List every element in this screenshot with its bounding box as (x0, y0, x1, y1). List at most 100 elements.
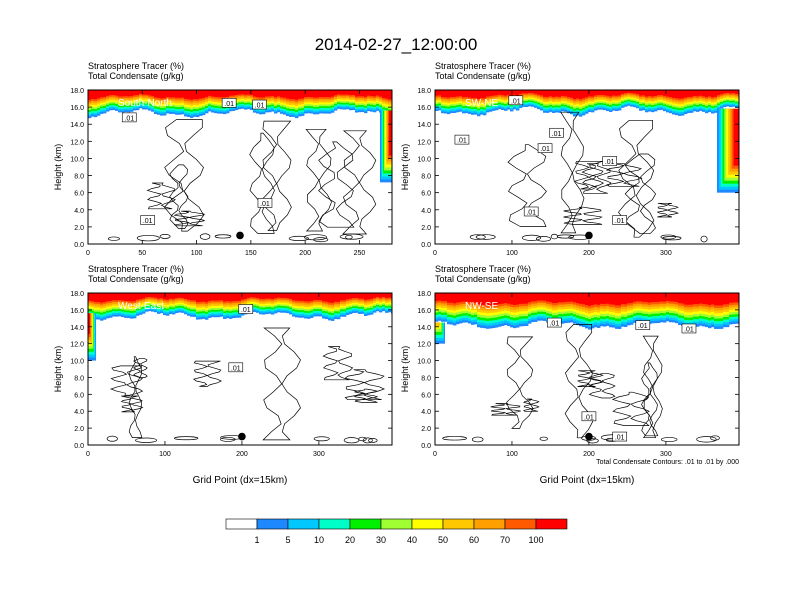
y-tick-label: 4.0 (421, 409, 431, 416)
tracer-cell (271, 293, 275, 299)
contour-label: .01 (605, 159, 615, 166)
tracer-cell (253, 90, 257, 97)
y-tick-label: 2.0 (421, 225, 431, 232)
tracer-cell (627, 90, 631, 93)
tracer-cell (169, 90, 173, 98)
tracer-cell (477, 90, 481, 99)
y-tick-label: 18.0 (70, 291, 84, 298)
contour-line (523, 398, 540, 412)
x-tick-label: 100 (506, 250, 518, 257)
tracer-cell (450, 90, 454, 97)
tracer-cell (552, 293, 556, 304)
tracer-cell (486, 90, 490, 97)
location-marker (238, 432, 246, 441)
tracer-cell (558, 293, 562, 303)
subtitle-condensate: Total Condensate (g/kg) (88, 274, 184, 284)
tracer-cell (660, 90, 664, 96)
tracer-cell (558, 90, 562, 97)
contour-line (174, 436, 199, 441)
y-tick-label: 0.0 (421, 443, 431, 450)
tracer-cell (438, 293, 442, 301)
tracer-cell (729, 90, 733, 94)
colorbar-label: 60 (469, 535, 479, 545)
tracer-cell (280, 90, 284, 98)
contour-line (262, 327, 301, 441)
contour-label-box (508, 95, 524, 106)
colorbar-label: 30 (376, 535, 386, 545)
tracer-cell (157, 90, 161, 98)
tracer-cell (190, 293, 194, 301)
panel-label: West-East (118, 301, 164, 312)
tracer-cell (97, 293, 101, 302)
tracer-cell (235, 293, 239, 301)
tracer-cell (103, 90, 107, 98)
tracer-cell (576, 90, 580, 99)
tracer-cell (708, 293, 712, 305)
y-tick-label: 12.0 (70, 139, 84, 146)
tracer-cell (361, 90, 365, 97)
tracer-cell (289, 293, 293, 299)
tracer-cell (639, 293, 643, 302)
tracer-cell (376, 293, 380, 297)
contour-line (192, 360, 223, 387)
tracer-cell (208, 90, 212, 96)
tracer-cell (178, 293, 182, 298)
tracer-cell (717, 293, 721, 306)
tracer-cell (319, 293, 323, 301)
tracer-cell (385, 293, 389, 298)
contour-label: .01 (224, 101, 234, 108)
tracer-cell (364, 293, 368, 300)
tracer-cell (648, 90, 652, 97)
tracer-cell (483, 90, 487, 99)
tracer-cell (456, 293, 460, 303)
tracer-cell (229, 293, 233, 302)
tracer-cell (268, 293, 272, 299)
tracer-cell (567, 90, 571, 98)
y-tick-label: 2.0 (74, 225, 84, 232)
tracer-cell (435, 293, 439, 302)
y-axis-label: Height (km) (400, 144, 410, 191)
panels-group: Stratosphere Tracer (%)Total Condensate … (53, 61, 740, 486)
contour-line (660, 437, 678, 442)
tracer-cell (591, 293, 595, 306)
tracer-cell (334, 293, 338, 302)
tracer-cell (202, 90, 206, 99)
contour-line (344, 369, 386, 401)
tracer-heatmap (88, 90, 392, 119)
plot-area: .01 .01 .01 .01 .01 (88, 90, 392, 244)
tracer-cell (714, 90, 718, 97)
tracer-cell (648, 293, 652, 303)
tracer-cell (681, 293, 685, 304)
tracer-cell (316, 90, 320, 98)
y-axis-label: Height (km) (53, 346, 63, 393)
tracer-cell (441, 90, 445, 98)
tracer-cell (304, 293, 308, 302)
x-tick-label: 50 (138, 250, 146, 257)
colorbar-label: 1 (254, 535, 259, 545)
tracer-cell (115, 293, 119, 301)
tracer-cell (184, 293, 188, 299)
tracer-cell (666, 90, 670, 97)
tracer-cell (582, 293, 586, 305)
tracer-cell (148, 293, 152, 297)
tracer-heatmap (88, 293, 392, 321)
tracer-cell (477, 293, 481, 305)
contour-line (159, 233, 171, 239)
tracer-cell (127, 293, 131, 302)
tracer-cell (438, 90, 442, 96)
contour-line (362, 437, 373, 444)
contour-label-box (140, 215, 156, 225)
tracer-cell (112, 293, 116, 301)
tracer-cell (88, 293, 92, 301)
location-marker (236, 231, 244, 240)
tracer-cell (229, 90, 233, 96)
contour-line (163, 119, 205, 232)
tracer-cell (726, 293, 730, 305)
tracer-cell (492, 293, 496, 305)
contour-label: .01 (615, 435, 625, 442)
y-tick-label: 0.0 (74, 242, 84, 249)
tracer-cell (292, 293, 296, 301)
tracer-cell (588, 293, 592, 306)
tracer-cell (250, 293, 254, 298)
tracer-cell (669, 90, 673, 98)
